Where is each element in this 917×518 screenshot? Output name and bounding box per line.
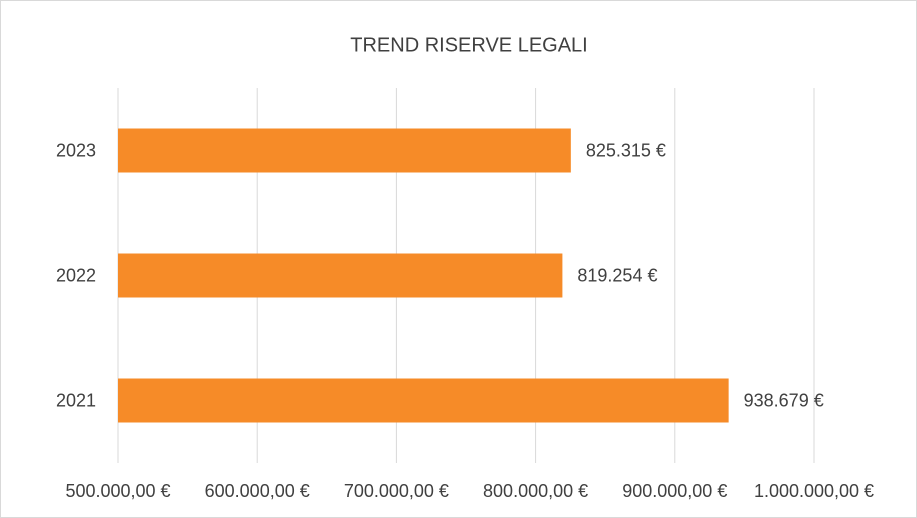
data-label: 938.679 € xyxy=(744,390,824,410)
x-tick-label: 700.000,00 € xyxy=(344,481,449,501)
bar xyxy=(118,128,571,173)
x-tick-label: 600.000,00 € xyxy=(205,481,310,501)
y-tick-label: 2021 xyxy=(56,390,96,410)
bar xyxy=(118,378,729,423)
x-tick-label: 900.000,00 € xyxy=(622,481,727,501)
data-label: 825.315 € xyxy=(586,140,666,160)
y-tick-label: 2022 xyxy=(56,265,96,285)
bar xyxy=(118,253,563,298)
x-tick-label: 800.000,00 € xyxy=(483,481,588,501)
x-tick-label: 1.000.000,00 € xyxy=(754,481,874,501)
data-label: 819.254 € xyxy=(577,265,657,285)
x-tick-label: 500.000,00 € xyxy=(65,481,170,501)
chart-title: TREND RISERVE LEGALI xyxy=(350,34,587,56)
y-tick-label: 2023 xyxy=(56,140,96,160)
